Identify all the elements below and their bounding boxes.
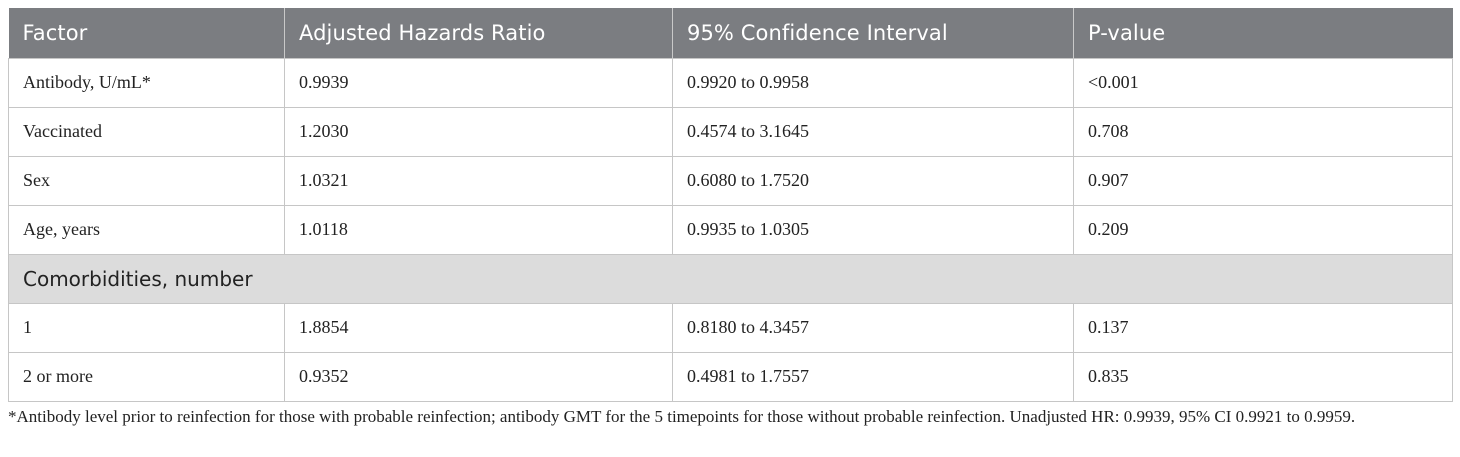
table-row: Age, years 1.0118 0.9935 to 1.0305 0.209 [8, 204, 1453, 255]
table-footnote: *Antibody level prior to reinfection for… [8, 407, 1356, 426]
cell-p-value: 0.137 [1073, 302, 1453, 353]
table-body: Antibody, U/mL* 0.9939 0.9920 to 0.9958 … [8, 57, 1453, 402]
cell-p-value: 0.209 [1073, 204, 1453, 255]
cell-hazards-ratio: 1.8854 [284, 302, 673, 353]
cell-factor: Sex [8, 155, 285, 206]
cell-confidence-interval: 0.4574 to 3.1645 [672, 106, 1074, 157]
cell-confidence-interval: 0.6080 to 1.7520 [672, 155, 1074, 206]
cell-factor: Age, years [8, 204, 285, 255]
cell-factor: Antibody, U/mL* [8, 57, 285, 108]
table-row: 2 or more 0.9352 0.4981 to 1.7557 0.835 [8, 351, 1453, 402]
table-row: Sex 1.0321 0.6080 to 1.7520 0.907 [8, 155, 1453, 206]
table-row: Vaccinated 1.2030 0.4574 to 3.1645 0.708 [8, 106, 1453, 157]
cell-hazards-ratio: 1.2030 [284, 106, 673, 157]
cell-p-value: 0.835 [1073, 351, 1453, 402]
cell-confidence-interval: 0.8180 to 4.3457 [672, 302, 1074, 353]
cell-hazards-ratio: 1.0118 [284, 204, 673, 255]
cell-factor: 1 [8, 302, 285, 353]
section-label: Comorbidities, number [8, 253, 1453, 304]
cell-confidence-interval: 0.9920 to 0.9958 [672, 57, 1074, 108]
section-row-comorbidities: Comorbidities, number [8, 253, 1453, 304]
hazards-ratio-table: Factor Adjusted Hazards Ratio 95% Confid… [8, 8, 1453, 402]
table-row: 1 1.8854 0.8180 to 4.3457 0.137 [8, 302, 1453, 353]
cell-p-value: 0.907 [1073, 155, 1453, 206]
header-adjusted-hazards-ratio: Adjusted Hazards Ratio [284, 8, 673, 58]
header-p-value: P-value [1073, 8, 1453, 58]
cell-factor: Vaccinated [8, 106, 285, 157]
header-confidence-interval: 95% Confidence Interval [672, 8, 1074, 58]
cell-p-value: 0.708 [1073, 106, 1453, 157]
table-row: Antibody, U/mL* 0.9939 0.9920 to 0.9958 … [8, 57, 1453, 108]
cell-confidence-interval: 0.9935 to 1.0305 [672, 204, 1074, 255]
cell-hazards-ratio: 0.9352 [284, 351, 673, 402]
cell-p-value: <0.001 [1073, 57, 1453, 108]
header-row: Factor Adjusted Hazards Ratio 95% Confid… [8, 8, 1453, 58]
cell-hazards-ratio: 0.9939 [284, 57, 673, 108]
cell-hazards-ratio: 1.0321 [284, 155, 673, 206]
header-factor: Factor [22, 20, 88, 45]
cell-confidence-interval: 0.4981 to 1.7557 [672, 351, 1074, 402]
results-table-container: Factor Adjusted Hazards Ratio 95% Confid… [8, 8, 1453, 402]
cell-factor: 2 or more [8, 351, 285, 402]
table-header: Factor Adjusted Hazards Ratio 95% Confid… [8, 8, 1453, 58]
